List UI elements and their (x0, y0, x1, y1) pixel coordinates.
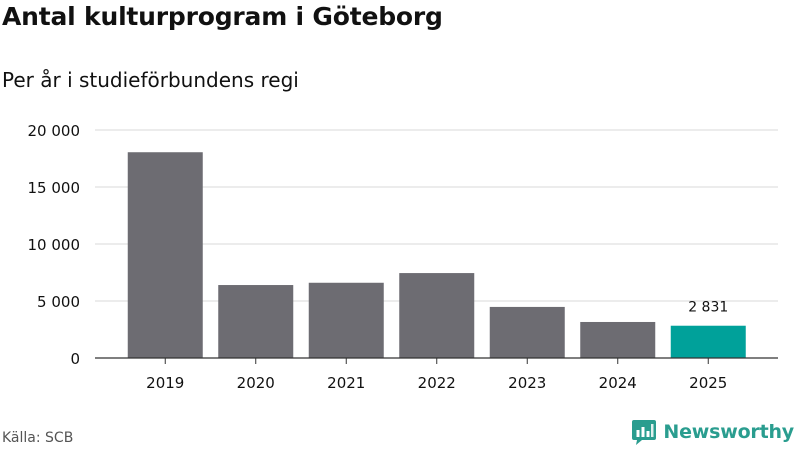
x-tick-label: 2024 (599, 374, 637, 392)
bar-2020 (218, 285, 294, 358)
x-tick-label: 2021 (327, 374, 365, 392)
y-tick-label: 0 (70, 350, 80, 368)
bar-2025 (670, 325, 746, 358)
bar-2019 (127, 152, 203, 358)
bar-2024 (580, 321, 656, 358)
x-tick-label: 2025 (689, 374, 727, 392)
y-tick-label: 20 000 (28, 122, 81, 140)
y-tick-label: 5 000 (37, 293, 80, 311)
y-tick-label: 15 000 (28, 179, 81, 197)
source-note: Källa: SCB (2, 430, 74, 446)
data-label: 2 831 (688, 300, 728, 316)
chart-subtitle: Per år i studieförbundens regi (2, 68, 299, 92)
chart-title: Antal kulturprogram i Göteborg (2, 2, 443, 31)
bar-2022 (399, 273, 475, 358)
brand-name: Newsworthy (663, 421, 794, 443)
y-tick-label: 10 000 (28, 236, 81, 254)
x-tick-label: 2020 (237, 374, 275, 392)
brand-logo: Newsworthy (631, 418, 794, 446)
x-tick-label: 2022 (418, 374, 456, 392)
newsworthy-logo-icon (632, 420, 657, 445)
bar-2021 (308, 282, 384, 358)
x-tick-label: 2019 (146, 374, 184, 392)
bar-2023 (489, 306, 565, 358)
x-tick-label: 2023 (508, 374, 546, 392)
